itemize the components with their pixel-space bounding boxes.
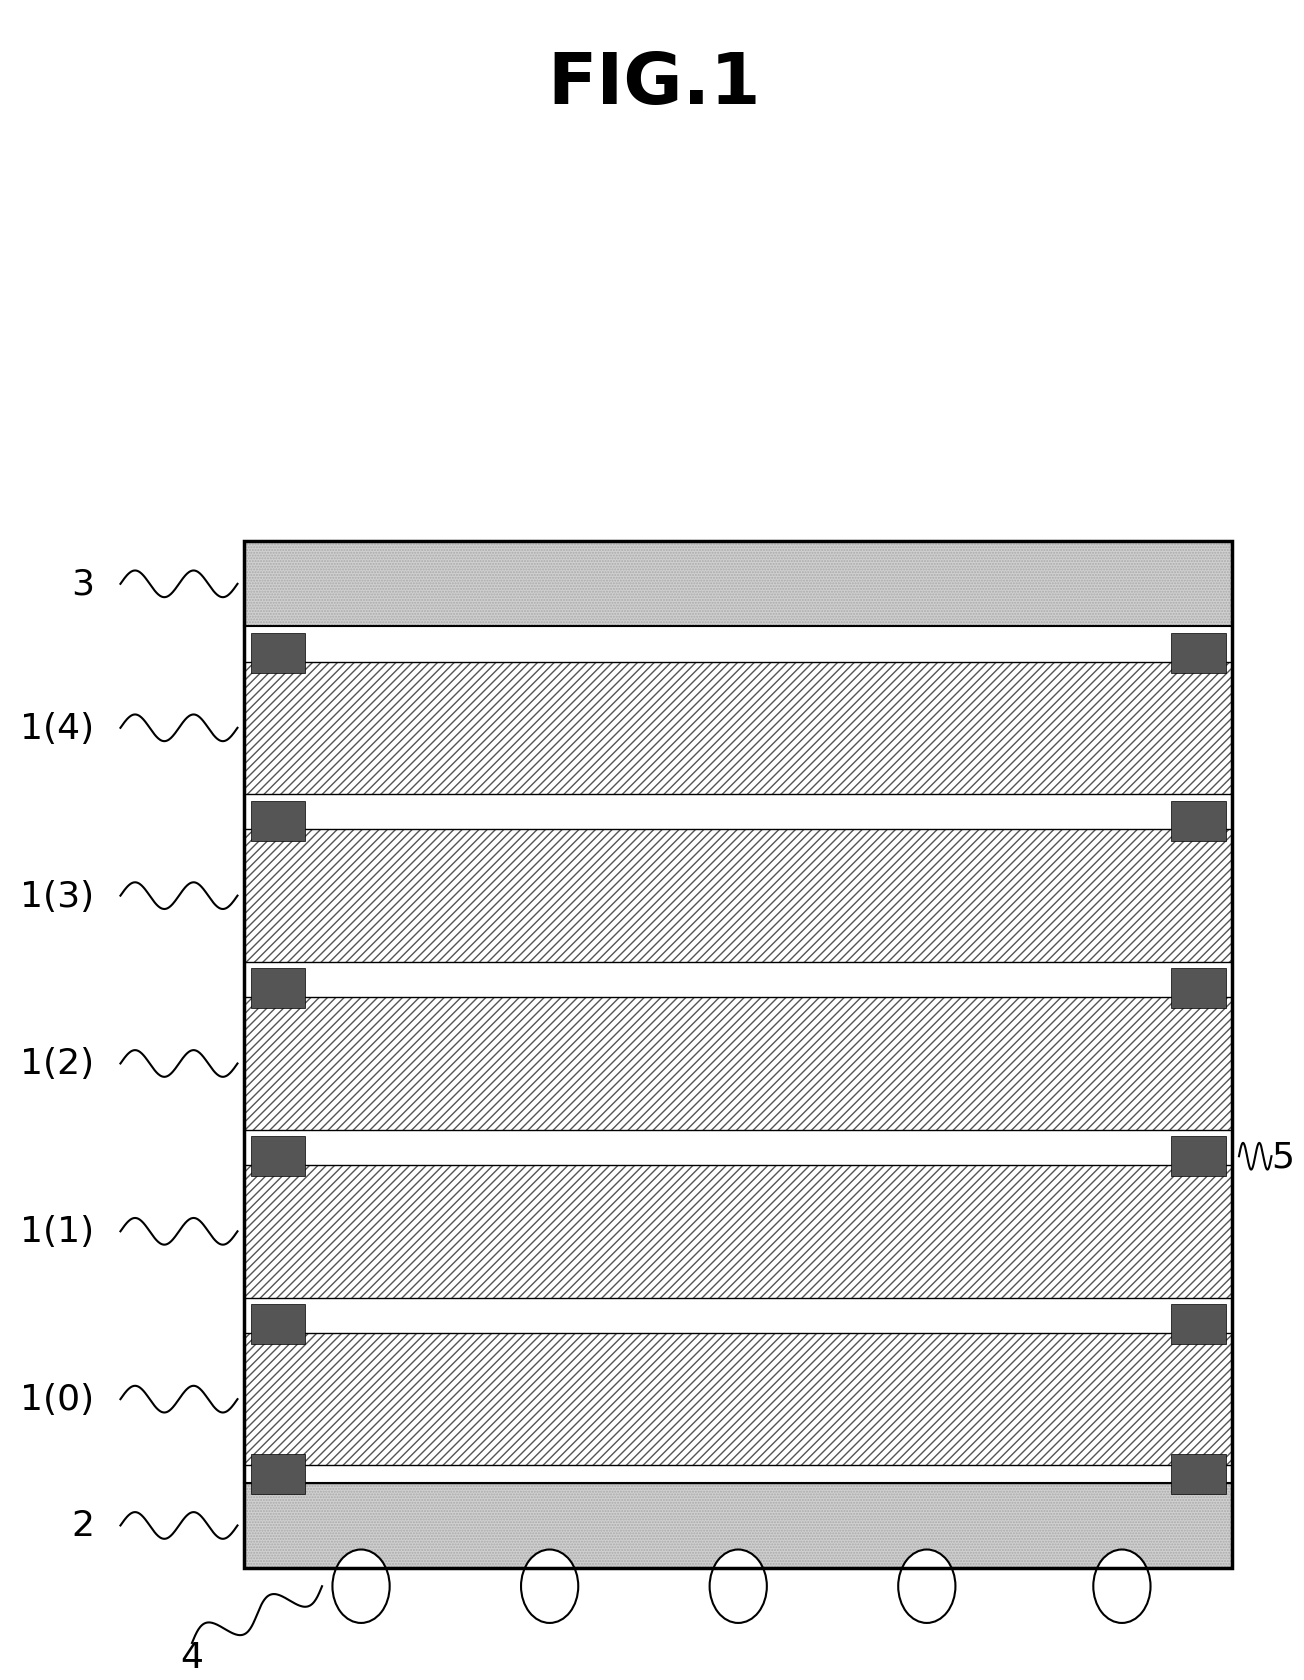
Circle shape — [1093, 1549, 1150, 1623]
Text: 1(2): 1(2) — [21, 1047, 94, 1080]
Bar — [244, 662, 1232, 795]
Bar — [244, 830, 1232, 963]
Bar — [244, 645, 1232, 662]
Bar — [244, 811, 1232, 830]
Circle shape — [522, 1549, 578, 1623]
Text: 3: 3 — [72, 568, 94, 601]
Circle shape — [898, 1549, 956, 1623]
Bar — [244, 543, 1232, 1567]
Bar — [250, 1455, 305, 1495]
Bar — [244, 1147, 1232, 1166]
Bar — [1171, 1455, 1226, 1495]
Bar — [244, 1166, 1232, 1297]
Bar — [244, 979, 1232, 998]
Text: 1(1): 1(1) — [21, 1215, 94, 1248]
Circle shape — [709, 1549, 767, 1623]
Bar — [244, 998, 1232, 1131]
Text: 4: 4 — [180, 1640, 203, 1673]
Bar — [250, 633, 305, 674]
Bar — [250, 1137, 305, 1176]
Bar — [1171, 969, 1226, 1008]
Bar — [250, 1304, 305, 1344]
Bar — [1171, 633, 1226, 674]
Text: 1(3): 1(3) — [21, 879, 94, 914]
Bar — [250, 801, 305, 842]
Bar — [1171, 1137, 1226, 1176]
Bar — [244, 543, 1232, 627]
Text: FIG.1: FIG.1 — [546, 50, 760, 119]
Bar — [244, 543, 1232, 627]
Bar — [244, 1483, 1232, 1567]
Text: 1(4): 1(4) — [21, 711, 94, 746]
Bar — [250, 969, 305, 1008]
Text: 1(0): 1(0) — [21, 1383, 94, 1416]
Bar — [244, 1334, 1232, 1465]
Bar — [244, 1315, 1232, 1334]
Bar — [1171, 801, 1226, 842]
Text: 2: 2 — [72, 1509, 94, 1542]
Text: 5: 5 — [1271, 1139, 1295, 1174]
Bar — [244, 1465, 1232, 1483]
Circle shape — [333, 1549, 390, 1623]
Bar — [1171, 1304, 1226, 1344]
Bar — [244, 1483, 1232, 1567]
